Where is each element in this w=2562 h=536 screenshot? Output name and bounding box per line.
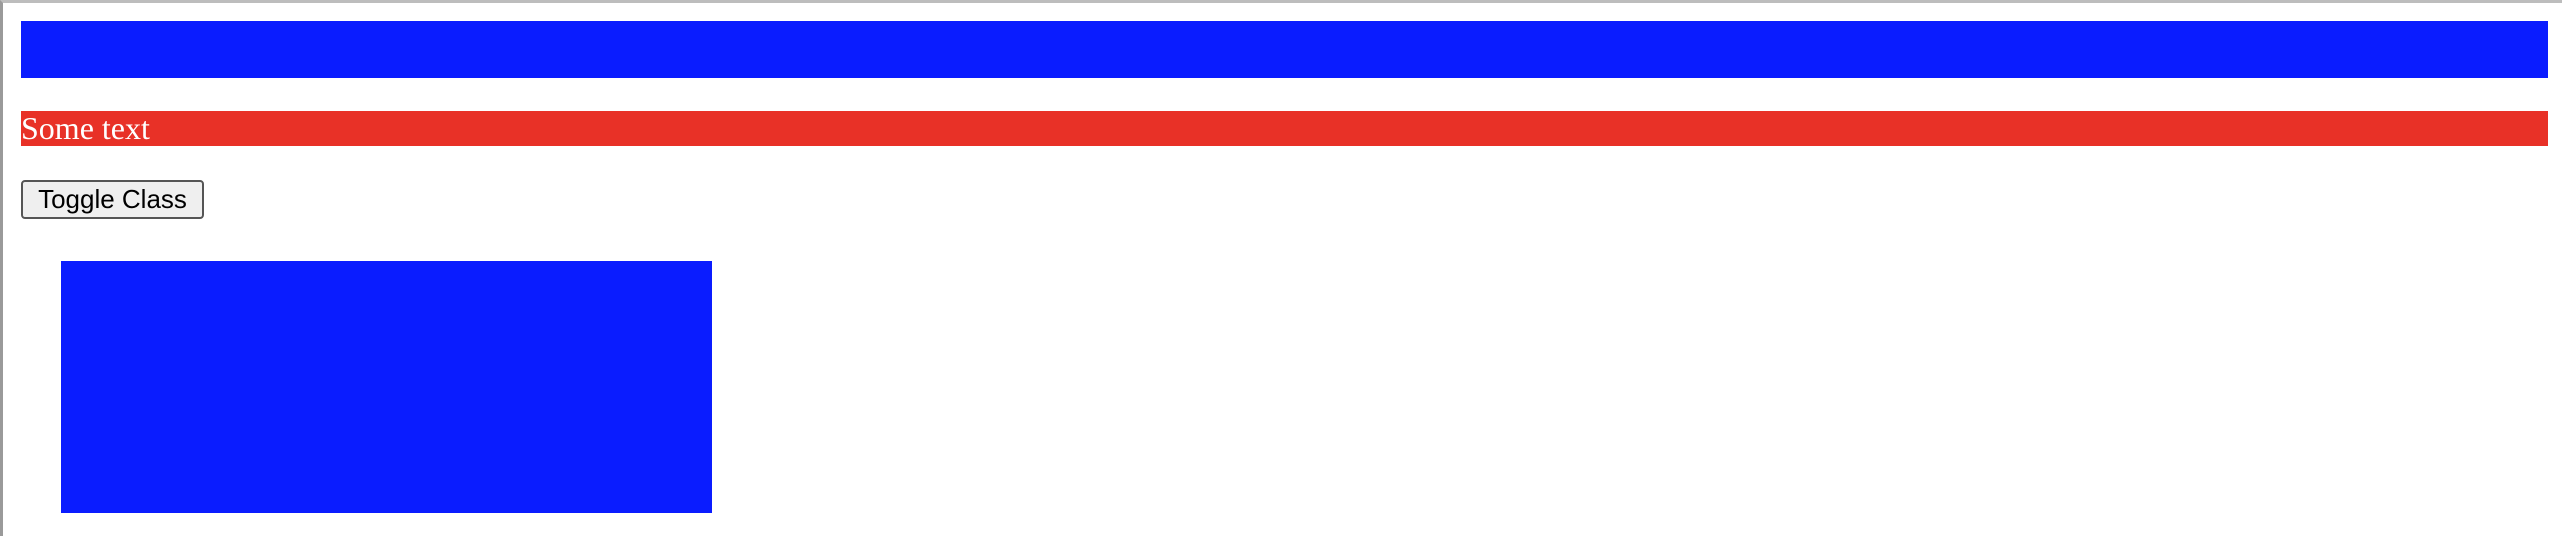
blue-box [61,261,712,513]
some-text-bar: Some text [21,111,2548,146]
blue-bar [21,21,2548,78]
toggle-class-button[interactable]: Toggle Class [21,180,204,219]
